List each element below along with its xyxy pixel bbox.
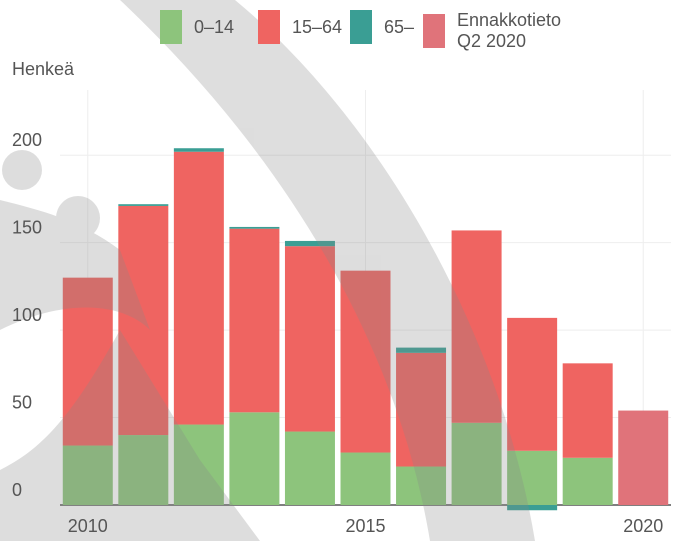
bar-segment [340,270,391,453]
watermark [0,0,535,541]
bar-segment [173,151,224,425]
bar-segment [173,424,224,505]
bar-segment [562,457,613,505]
y-tick-label: 150 [12,217,42,237]
bar-segment [451,422,502,505]
bar-segment [396,347,447,353]
x-tick-label: 2010 [68,516,108,536]
legend-entry: Ennakkotieto Q2 2020 [423,10,561,52]
x-tick-label: 2015 [345,516,385,536]
bar-segment [396,352,447,467]
bar-segment [229,228,280,413]
bar-segment [284,246,335,432]
legend-entry: 65– [350,10,414,44]
legend-label: 65– [384,16,415,37]
legend-label: 0–14 [194,16,235,37]
legend-swatch [350,10,372,44]
legend-entry: 15–64 [258,10,342,44]
y-axis-label: Henkeä [12,59,75,79]
y-tick-label: 50 [12,392,32,412]
bar-segment [118,204,169,206]
bar-segment [118,435,169,505]
legend-label: Ennakkotieto Q2 2020 [457,10,562,51]
watermark-swoosh [120,0,535,541]
x-tick-label: 2020 [623,516,663,536]
bar-segment [507,450,558,505]
y-tick-label: 0 [12,480,22,500]
bar-segment [396,466,447,505]
legend-swatch [258,10,280,44]
legend-label: 15–64 [292,16,343,37]
bar-segment [62,445,113,505]
legend-entry: 0–14 [160,10,234,44]
bar-segment [562,363,613,458]
bar-segment [451,230,502,423]
bar-segment [507,317,558,451]
legend-swatch [423,14,445,48]
bar-segment [507,505,558,511]
bar-segment [229,412,280,505]
watermark-swoosh [0,330,260,541]
bar-segment [118,205,169,436]
bar-segment [340,452,391,505]
watermark-dot [2,150,42,190]
watermark-dot [56,196,100,240]
y-tick-label: 100 [12,305,42,325]
bar-segment [173,148,224,152]
bar-segment [284,431,335,505]
bar-segment [62,277,113,446]
legend-swatch [160,10,182,44]
bar-segment [618,410,669,505]
bar-segment [284,240,335,247]
bar-segment [229,226,280,229]
y-tick-label: 200 [12,130,42,150]
watermark-swoosh [0,200,150,330]
